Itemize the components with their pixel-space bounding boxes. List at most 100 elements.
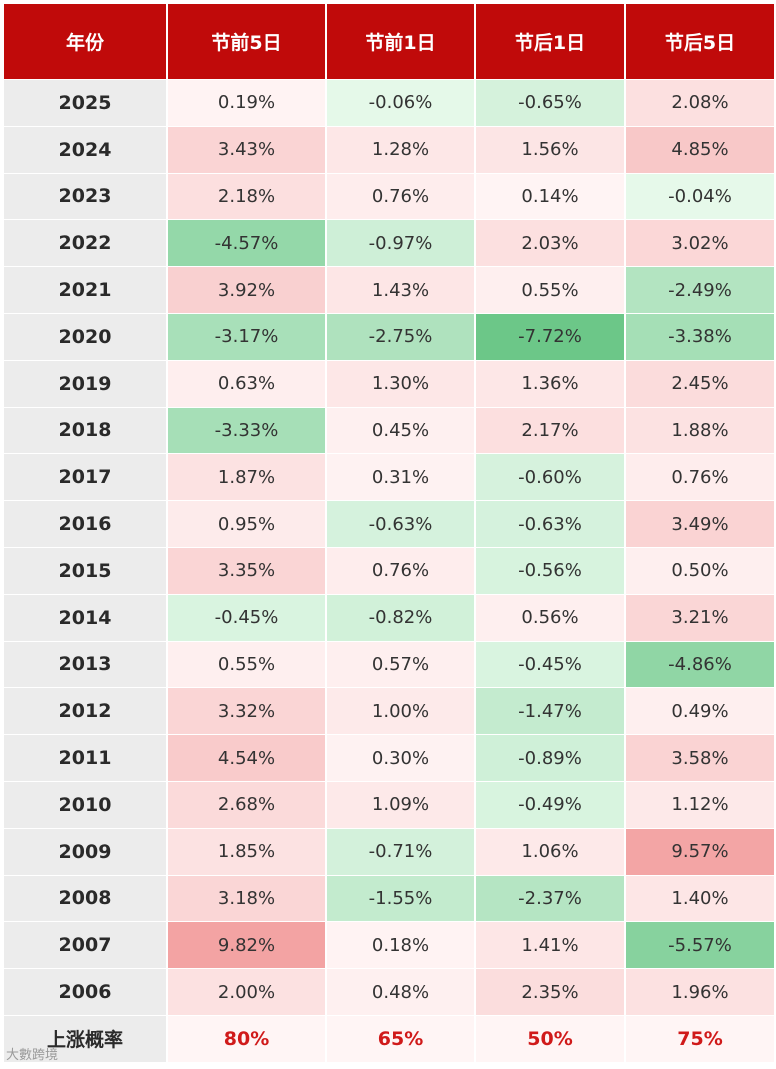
year-cell: 2020 xyxy=(4,313,166,360)
returns-table: 年份 节前5日 节前1日 节后1日 节后5日 2025 0.19% -0.06% -0.65% 2… xyxy=(4,4,774,1062)
value-cell: 1.87% xyxy=(168,454,325,501)
footer-label: 上涨概率 xyxy=(4,1015,166,1062)
value-cell: 2.18% xyxy=(168,173,325,220)
value-cell: 2.08% xyxy=(626,80,774,126)
watermark: 大數跨境 xyxy=(6,1048,59,1063)
year-cell: 2022 xyxy=(4,220,166,267)
value-cell: 2.03% xyxy=(476,220,624,267)
value-cell: 2.00% xyxy=(168,969,325,1015)
value-cell: 1.41% xyxy=(476,922,624,969)
value-cell: -0.97% xyxy=(327,220,474,267)
value-cell: -5.57% xyxy=(626,922,774,969)
value-cell: -0.56% xyxy=(476,547,624,594)
year-cell: 2016 xyxy=(4,501,166,547)
value-cell: 0.76% xyxy=(626,454,774,501)
value-cell: -0.63% xyxy=(476,501,624,547)
value-cell: 0.19% xyxy=(168,80,325,126)
value-cell: -4.57% xyxy=(168,220,325,267)
value-cell: 0.31% xyxy=(327,454,474,501)
value-cell: 0.48% xyxy=(327,969,474,1015)
year-cell: 2012 xyxy=(4,688,166,735)
value-cell: 1.88% xyxy=(626,407,774,454)
value-cell: 3.43% xyxy=(168,126,325,173)
value-cell: 2.35% xyxy=(476,969,624,1015)
value-cell: 0.14% xyxy=(476,173,624,220)
value-cell: -2.37% xyxy=(476,875,624,922)
value-cell: 0.50% xyxy=(626,547,774,594)
value-cell: 3.92% xyxy=(168,267,325,313)
value-cell: -0.71% xyxy=(327,828,474,875)
value-cell: 9.57% xyxy=(626,828,774,875)
value-cell: 1.28% xyxy=(327,126,474,173)
value-cell: -2.49% xyxy=(626,267,774,313)
value-cell: 1.06% xyxy=(476,828,624,875)
year-cell: 2021 xyxy=(4,267,166,313)
year-cell: 2015 xyxy=(4,547,166,594)
value-cell: -0.04% xyxy=(626,173,774,220)
value-cell: -1.55% xyxy=(327,875,474,922)
column-header: 节前1日 xyxy=(327,4,474,79)
rise-probability: 75% xyxy=(626,1015,774,1062)
value-cell: 1.96% xyxy=(626,969,774,1015)
value-cell: 0.95% xyxy=(168,501,325,547)
column-header: 年份 xyxy=(4,4,166,79)
value-cell: 0.63% xyxy=(168,360,325,407)
value-cell: -3.33% xyxy=(168,407,325,454)
year-cell: 2025 xyxy=(4,80,166,126)
value-cell: 0.18% xyxy=(327,922,474,969)
value-cell: 2.17% xyxy=(476,407,624,454)
value-cell: -0.63% xyxy=(327,501,474,547)
value-cell: 0.55% xyxy=(476,267,624,313)
value-cell: -0.06% xyxy=(327,80,474,126)
value-cell: -0.60% xyxy=(476,454,624,501)
value-cell: 3.58% xyxy=(626,735,774,781)
year-cell: 2013 xyxy=(4,641,166,688)
value-cell: 0.56% xyxy=(476,594,624,641)
value-cell: 3.18% xyxy=(168,875,325,922)
value-cell: -0.45% xyxy=(168,594,325,641)
value-cell: -0.82% xyxy=(327,594,474,641)
value-cell: 1.12% xyxy=(626,781,774,828)
column-header: 节前5日 xyxy=(168,4,325,79)
value-cell: 0.57% xyxy=(327,641,474,688)
value-cell: 3.35% xyxy=(168,547,325,594)
rise-probability: 80% xyxy=(168,1015,325,1062)
value-cell: 1.85% xyxy=(168,828,325,875)
column-header: 节后5日 xyxy=(626,4,774,79)
year-cell: 2019 xyxy=(4,360,166,407)
value-cell: -1.47% xyxy=(476,688,624,735)
value-cell: -0.89% xyxy=(476,735,624,781)
value-cell: -0.65% xyxy=(476,80,624,126)
value-cell: -3.17% xyxy=(168,313,325,360)
value-cell: 3.02% xyxy=(626,220,774,267)
rise-probability: 50% xyxy=(476,1015,624,1062)
value-cell: -0.49% xyxy=(476,781,624,828)
value-cell: 0.30% xyxy=(327,735,474,781)
value-cell: 9.82% xyxy=(168,922,325,969)
year-cell: 2009 xyxy=(4,828,166,875)
value-cell: 4.54% xyxy=(168,735,325,781)
value-cell: 0.55% xyxy=(168,641,325,688)
year-cell: 2010 xyxy=(4,781,166,828)
value-cell: 0.45% xyxy=(327,407,474,454)
value-cell: 1.43% xyxy=(327,267,474,313)
value-cell: -0.45% xyxy=(476,641,624,688)
year-cell: 2011 xyxy=(4,735,166,781)
value-cell: -7.72% xyxy=(476,313,624,360)
value-cell: 1.36% xyxy=(476,360,624,407)
value-cell: 1.56% xyxy=(476,126,624,173)
rise-probability: 65% xyxy=(327,1015,474,1062)
value-cell: 0.76% xyxy=(327,547,474,594)
value-cell: 4.85% xyxy=(626,126,774,173)
year-cell: 2023 xyxy=(4,173,166,220)
year-cell: 2017 xyxy=(4,454,166,501)
year-cell: 2006 xyxy=(4,969,166,1015)
value-cell: 2.68% xyxy=(168,781,325,828)
value-cell: 1.30% xyxy=(327,360,474,407)
value-cell: 0.49% xyxy=(626,688,774,735)
value-cell: 0.76% xyxy=(327,173,474,220)
value-cell: -4.86% xyxy=(626,641,774,688)
year-cell: 2014 xyxy=(4,594,166,641)
value-cell: 1.09% xyxy=(327,781,474,828)
value-cell: 3.21% xyxy=(626,594,774,641)
